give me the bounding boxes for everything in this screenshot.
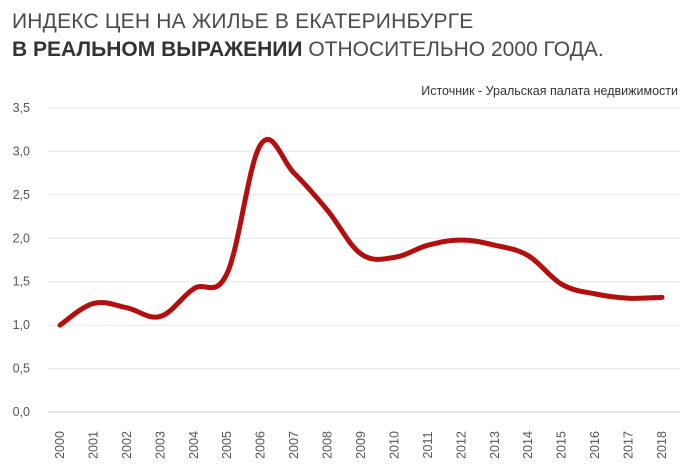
x-tick-label: 2004 [187,431,201,459]
y-tick-label: 3,0 [13,144,30,158]
x-tick-label: 2017 [622,431,636,459]
title-emphasis: В РЕАЛЬНОМ ВЫРАЖЕНИИ [12,38,303,61]
y-axis-ticks: 0,0 0,5 1,0 1,5 2,0 2,5 3,0 3,5 [13,101,30,419]
source-note: Источник - Уральская палата недвижимости [421,84,678,98]
y-tick-label: 2,0 [13,231,30,245]
x-tick-label: 2010 [387,431,401,459]
x-tick-label: 2012 [454,431,468,459]
x-tick-label: 2011 [421,432,435,459]
y-tick-label: 0,5 [13,362,30,376]
x-tick-label: 2000 [53,431,67,459]
x-tick-label: 2001 [86,431,100,459]
y-tick-label: 3,5 [13,101,30,115]
y-tick-label: 1,0 [13,318,30,332]
x-tick-label: 2002 [120,431,134,459]
x-tick-label: 2003 [153,431,167,459]
x-tick-label: 2007 [287,431,301,459]
series-layer [57,136,665,328]
title-rest: ОТНОСИТЕЛЬНО 2000 ГОДА. [302,38,604,61]
chart-title: ИНДЕКС ЦЕН НА ЖИЛЬЕ В ЕКАТЕРИНБУРГЕ В РЕ… [12,8,604,64]
gridlines [48,107,680,413]
x-tick-label: 2013 [488,431,502,459]
title-line-1: ИНДЕКС ЦЕН НА ЖИЛЬЕ В ЕКАТЕРИНБУРГЕ [12,10,474,33]
x-tick-label: 2018 [655,431,669,459]
y-tick-label: 1,5 [13,275,30,289]
x-tick-label: 2008 [321,431,335,459]
x-tick-label: 2014 [521,431,535,459]
series-line [57,136,665,328]
x-tick-label: 2005 [220,431,234,459]
x-axis-ticks: 2000 2001 2002 2003 2004 2005 2006 2007 2008 2009… [53,431,669,459]
title-line-2: В РЕАЛЬНОМ ВЫРАЖЕНИИ ОТНОСИТЕЛЬНО 2000 Г… [12,36,604,64]
y-tick-label: 2,5 [13,188,30,202]
y-tick-label: 0,0 [13,405,30,419]
x-tick-label: 2006 [254,431,268,459]
x-tick-label: 2015 [555,431,569,459]
x-tick-label: 2016 [588,431,602,459]
x-tick-label: 2009 [354,431,368,459]
